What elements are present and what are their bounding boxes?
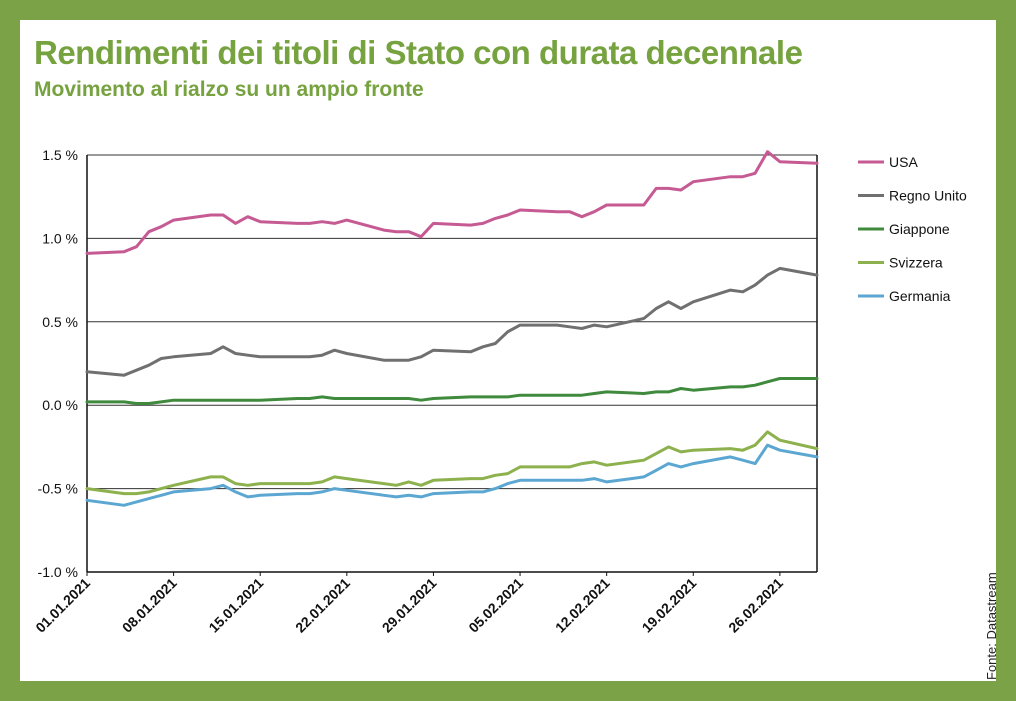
x-tick-label: 05.02.2021	[465, 575, 526, 636]
y-tick-label: 0.5 %	[42, 314, 78, 330]
chart-title: Rendimenti dei titoli di Stato con durat…	[34, 34, 803, 71]
x-tick-label: 01.01.2021	[32, 575, 93, 636]
series-line-germania	[85, 443, 819, 507]
x-tick-label: 12.02.2021	[552, 575, 613, 636]
legend-label: Germania	[889, 288, 951, 304]
y-tick-label: 0.0 %	[42, 397, 78, 413]
legend-label: Svizzera	[889, 255, 943, 271]
x-tick-label: 29.01.2021	[379, 575, 440, 636]
series-line-usa	[85, 150, 819, 255]
y-tick-label: -1.0 %	[38, 564, 78, 580]
x-tick-label: 26.02.2021	[725, 575, 786, 636]
legend-label: Giappone	[889, 221, 950, 237]
chart-panel: Rendimenti dei titoli di Stato con durat…	[20, 20, 996, 681]
series-line-giappone	[85, 377, 819, 405]
chart-subtitle: Movimento al rialzo su un ampio fronte	[34, 78, 424, 101]
x-tick-label: 08.01.2021	[119, 575, 180, 636]
series-line-regno-unito	[85, 266, 819, 377]
x-tick-label: 19.02.2021	[639, 575, 700, 636]
series-line-svizzera	[85, 430, 819, 496]
x-tick-label: 22.01.2021	[292, 575, 353, 636]
x-tick-label: 15.01.2021	[205, 575, 266, 636]
y-tick-label: 1.5 %	[42, 147, 78, 163]
y-tick-label: -0.5 %	[38, 481, 78, 497]
legend-label: USA	[889, 154, 918, 170]
y-tick-label: 1.0 %	[42, 230, 78, 246]
legend-label: Regno Unito	[889, 188, 967, 204]
source-note: Fonte: Datastream	[984, 572, 999, 680]
